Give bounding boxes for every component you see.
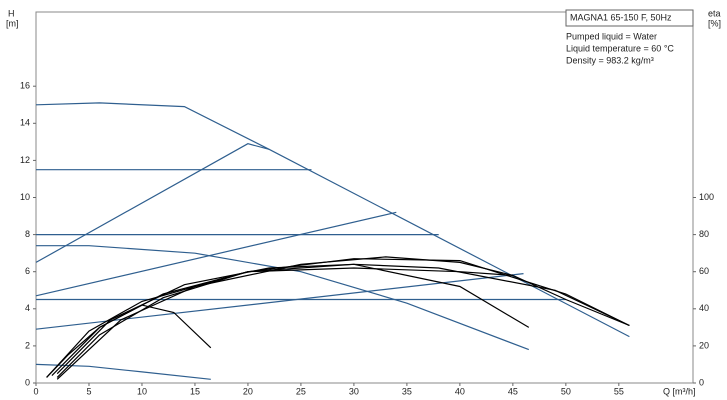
y2-axis-label: eta [708, 8, 721, 18]
x-tick-label: 5 [86, 386, 91, 396]
x-tick-label: 15 [190, 386, 200, 396]
x-tick-label: 50 [561, 386, 571, 396]
y2-tick-label: 40 [699, 303, 709, 313]
y-tick-label: 2 [25, 340, 30, 350]
x-tick-label: 30 [349, 386, 359, 396]
y-axis-label: H [8, 8, 15, 18]
info-line: Liquid temperature = 60 °C [566, 43, 674, 53]
head-curve [36, 245, 530, 351]
y2-axis-unit: [%] [708, 18, 721, 28]
info-line: Pumped liquid = Water [566, 31, 657, 41]
info-title: MAGNA1 65-150 F, 50Hz [570, 12, 672, 22]
x-tick-label: 10 [137, 386, 147, 396]
y-tick-label: 8 [25, 229, 30, 239]
y2-tick-label: 20 [699, 340, 709, 350]
x-tick-label: 20 [243, 386, 253, 396]
x-tick-label: 35 [402, 386, 412, 396]
x-tick-label: 0 [33, 386, 38, 396]
head-curve [35, 143, 270, 263]
y2-tick-label: 60 [699, 266, 709, 276]
head-curve [35, 102, 630, 338]
info-box [565, 9, 694, 27]
y-tick-label: 4 [25, 303, 30, 313]
y-tick-label: 6 [25, 266, 30, 276]
efficiency-curve [56, 263, 630, 375]
y-tick-label: 12 [20, 155, 30, 165]
head-curve [35, 211, 397, 297]
x-tick-label: 40 [455, 386, 465, 396]
x-tick-label: 25 [296, 386, 306, 396]
x-axis-label: Q [m³/h] [663, 386, 696, 396]
y-tick-label: 16 [20, 81, 30, 91]
y-axis-unit: [m] [6, 18, 19, 28]
y2-tick-label: 100 [699, 192, 714, 202]
y-tick-label: 10 [20, 192, 30, 202]
info-line: Density = 983.2 kg/m³ [566, 55, 654, 65]
y2-tick-label: 0 [699, 377, 704, 387]
x-tick-label: 55 [614, 386, 624, 396]
x-tick-label: 45 [508, 386, 518, 396]
efficiency-curve [56, 256, 630, 380]
y-tick-label: 14 [20, 118, 30, 128]
y-tick-label: 0 [25, 377, 30, 387]
y2-tick-label: 80 [699, 229, 709, 239]
